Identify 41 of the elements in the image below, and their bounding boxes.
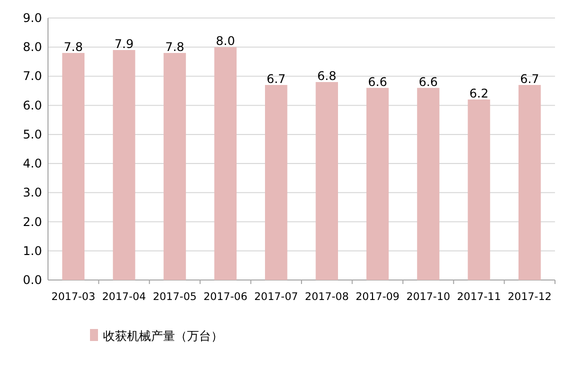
x-tick-label: 2017-05: [152, 291, 197, 303]
bar: [62, 52, 85, 280]
x-tick-label: 2017-11: [457, 291, 501, 303]
y-tick-label: 8.0: [22, 40, 42, 54]
bar: [316, 82, 338, 280]
y-tick-label: 0.0: [22, 273, 42, 287]
data-label: 6.6: [368, 74, 388, 89]
y-tick-label: 2.0: [22, 214, 42, 229]
y-tick-label: 5.0: [22, 127, 42, 142]
data-label: 8.0: [216, 34, 235, 48]
data-label: 6.8: [317, 69, 336, 84]
x-tick-label: 2017-07: [254, 291, 298, 303]
x-tick-label: 2017-10: [406, 291, 450, 303]
y-tick-label: 7.0: [22, 69, 42, 84]
data-label: 6.7: [520, 72, 540, 86]
x-tick-label: 2017-03: [51, 291, 96, 303]
y-tick-label: 6.0: [22, 98, 42, 112]
data-label: 7.9: [114, 37, 134, 52]
bar: [468, 100, 490, 280]
legend-label: 收获机械产量（万台）: [103, 329, 223, 343]
y-tick-label: 3.0: [22, 186, 42, 200]
y-tick-label: 4.0: [22, 156, 42, 171]
data-label: 6.2: [469, 86, 488, 101]
bar: [164, 52, 186, 280]
x-tick-label: 2017-09: [356, 291, 400, 303]
x-tick-label: 2017-08: [304, 291, 349, 303]
bar: [417, 88, 440, 280]
data-label: 6.6: [418, 74, 438, 89]
data-label: 6.7: [266, 72, 286, 86]
bar: [264, 84, 288, 280]
x-tick-label: 2017-04: [102, 291, 146, 303]
y-tick-label: 1.0: [22, 244, 42, 258]
bar: [366, 88, 389, 280]
bar: [214, 47, 237, 280]
y-tick-label: 9.0: [22, 11, 42, 25]
x-tick-label: 2017-06: [204, 291, 248, 303]
data-label: 7.8: [165, 40, 184, 54]
bar: [518, 84, 541, 280]
bar: [112, 50, 136, 280]
x-tick-label: 2017-12: [508, 291, 552, 303]
data-label: 7.8: [64, 40, 83, 54]
